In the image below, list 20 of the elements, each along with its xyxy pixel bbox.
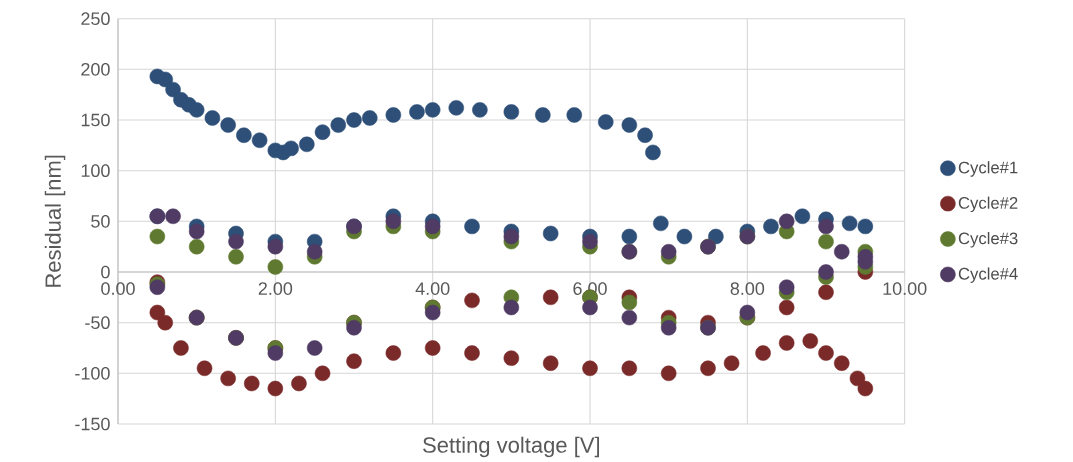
- y-axis-title: Residual [nm]: [44, 155, 66, 287]
- legend-label: Cycle#1: [958, 161, 1018, 177]
- x-tick-label: 0.00: [101, 282, 135, 295]
- y-tick-label: 100: [81, 164, 110, 178]
- y-tick-label: -100: [75, 366, 110, 380]
- y-tick-label: -50: [85, 316, 110, 330]
- y-tick-label: 150: [81, 113, 110, 127]
- legend-label: Cycle#3: [958, 231, 1018, 248]
- y-tick-label: 0: [101, 265, 110, 279]
- x-tick-label: 2.00: [258, 282, 293, 295]
- y-tick-label: 200: [81, 62, 110, 76]
- x-tick-label: 10.00: [883, 282, 927, 295]
- x-tick-label: 4.00: [415, 282, 450, 295]
- y-tick-label: -150: [75, 417, 110, 431]
- legend-label: Cycle#4: [958, 267, 1018, 283]
- x-axis-title: Setting voltage [V]: [423, 436, 600, 458]
- y-tick-label: 250: [81, 12, 110, 26]
- x-tick-label: 8.00: [730, 282, 765, 295]
- y-tick-label: 50: [91, 214, 110, 228]
- legend-label: Cycle#2: [958, 196, 1018, 213]
